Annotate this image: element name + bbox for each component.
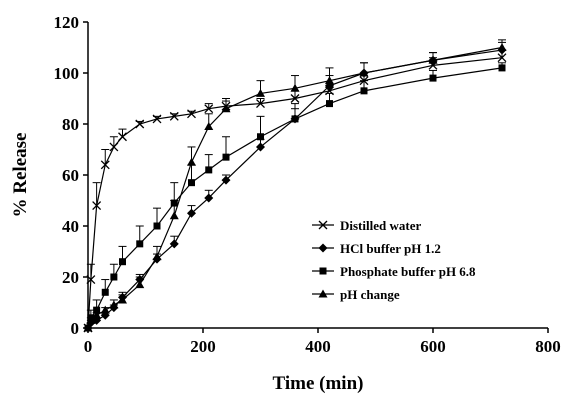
data-point xyxy=(497,43,507,51)
y-tick-label: 0 xyxy=(71,319,80,338)
data-point xyxy=(135,119,145,129)
data-point xyxy=(188,179,195,187)
y-tick-label: 80 xyxy=(62,115,79,134)
data-point xyxy=(119,258,126,266)
data-point xyxy=(187,109,196,119)
data-point xyxy=(256,99,265,109)
data-point xyxy=(318,289,328,298)
legend-item: Distilled water xyxy=(312,218,421,233)
data-point xyxy=(290,83,300,92)
data-point xyxy=(256,88,265,97)
data-point xyxy=(204,104,214,114)
data-point xyxy=(135,280,145,289)
x-tick-label: 600 xyxy=(420,337,446,356)
data-point xyxy=(152,114,162,124)
data-point xyxy=(319,267,327,275)
data-point xyxy=(257,133,264,141)
data-point xyxy=(498,64,506,72)
legend-item: pH change xyxy=(312,287,400,302)
legend: Distilled water HCl buffer pH 1.2 Phosphat… xyxy=(312,218,476,302)
data-point xyxy=(169,239,179,249)
data-point xyxy=(318,220,328,230)
data-point xyxy=(109,300,119,309)
data-point xyxy=(222,153,230,161)
y-tick-label: 20 xyxy=(62,268,79,287)
x-tick-label: 0 xyxy=(84,337,93,356)
legend-label: pH change xyxy=(340,287,400,302)
data-point xyxy=(136,240,144,248)
series-x xyxy=(83,49,507,333)
data-point xyxy=(92,310,102,319)
data-point xyxy=(152,252,162,261)
data-point xyxy=(93,306,101,314)
x-axis-title: Time (min) xyxy=(273,373,364,394)
data-point xyxy=(221,175,231,185)
data-point xyxy=(291,115,299,123)
data-point xyxy=(204,193,214,203)
data-point xyxy=(290,94,300,103)
y-tick-label: 100 xyxy=(54,64,80,83)
data-point xyxy=(325,76,334,85)
data-point xyxy=(187,208,196,218)
series-line xyxy=(87,57,503,329)
y-tick-label: 120 xyxy=(54,13,80,32)
legend-label: Distilled water xyxy=(340,218,421,233)
y-axis-title: % Release xyxy=(10,133,31,218)
data-point xyxy=(204,122,214,131)
data-point xyxy=(256,142,265,152)
x-tick-label: 400 xyxy=(305,337,331,356)
data-point xyxy=(169,111,179,121)
legend-label: Phosphate buffer pH 6.8 xyxy=(340,264,476,279)
series-layer xyxy=(83,39,507,333)
y-tick-label: 60 xyxy=(62,166,79,185)
data-point xyxy=(429,74,437,82)
data-point xyxy=(153,222,161,230)
data-point xyxy=(497,53,507,63)
data-point xyxy=(92,201,102,211)
data-point xyxy=(100,160,110,170)
legend-label: HCl buffer pH 1.2 xyxy=(340,241,441,256)
legend-item: HCl buffer pH 1.2 xyxy=(312,241,441,256)
legend-item: Phosphate buffer pH 6.8 xyxy=(312,264,476,279)
data-point xyxy=(205,166,213,174)
data-point xyxy=(428,55,438,64)
x-tick-label: 200 xyxy=(190,337,216,356)
data-point xyxy=(221,104,231,113)
x-tick-label: 800 xyxy=(535,337,561,356)
series-triangle xyxy=(83,39,507,332)
data-point xyxy=(118,295,127,304)
data-point xyxy=(360,87,368,95)
data-point xyxy=(109,142,119,152)
data-point xyxy=(187,157,196,166)
data-point xyxy=(359,68,369,77)
data-point xyxy=(169,211,179,220)
data-point xyxy=(101,288,109,296)
data-point xyxy=(318,243,328,253)
data-point xyxy=(118,132,127,142)
data-point xyxy=(100,305,110,314)
series-square xyxy=(84,62,506,332)
data-point xyxy=(326,100,333,108)
data-point xyxy=(110,273,118,281)
y-axis-ticks: 0 20 40 60 80 100 120 xyxy=(54,13,88,338)
x-axis-ticks: 0 200 400 600 800 xyxy=(84,328,561,356)
y-tick-label: 40 xyxy=(62,217,79,236)
